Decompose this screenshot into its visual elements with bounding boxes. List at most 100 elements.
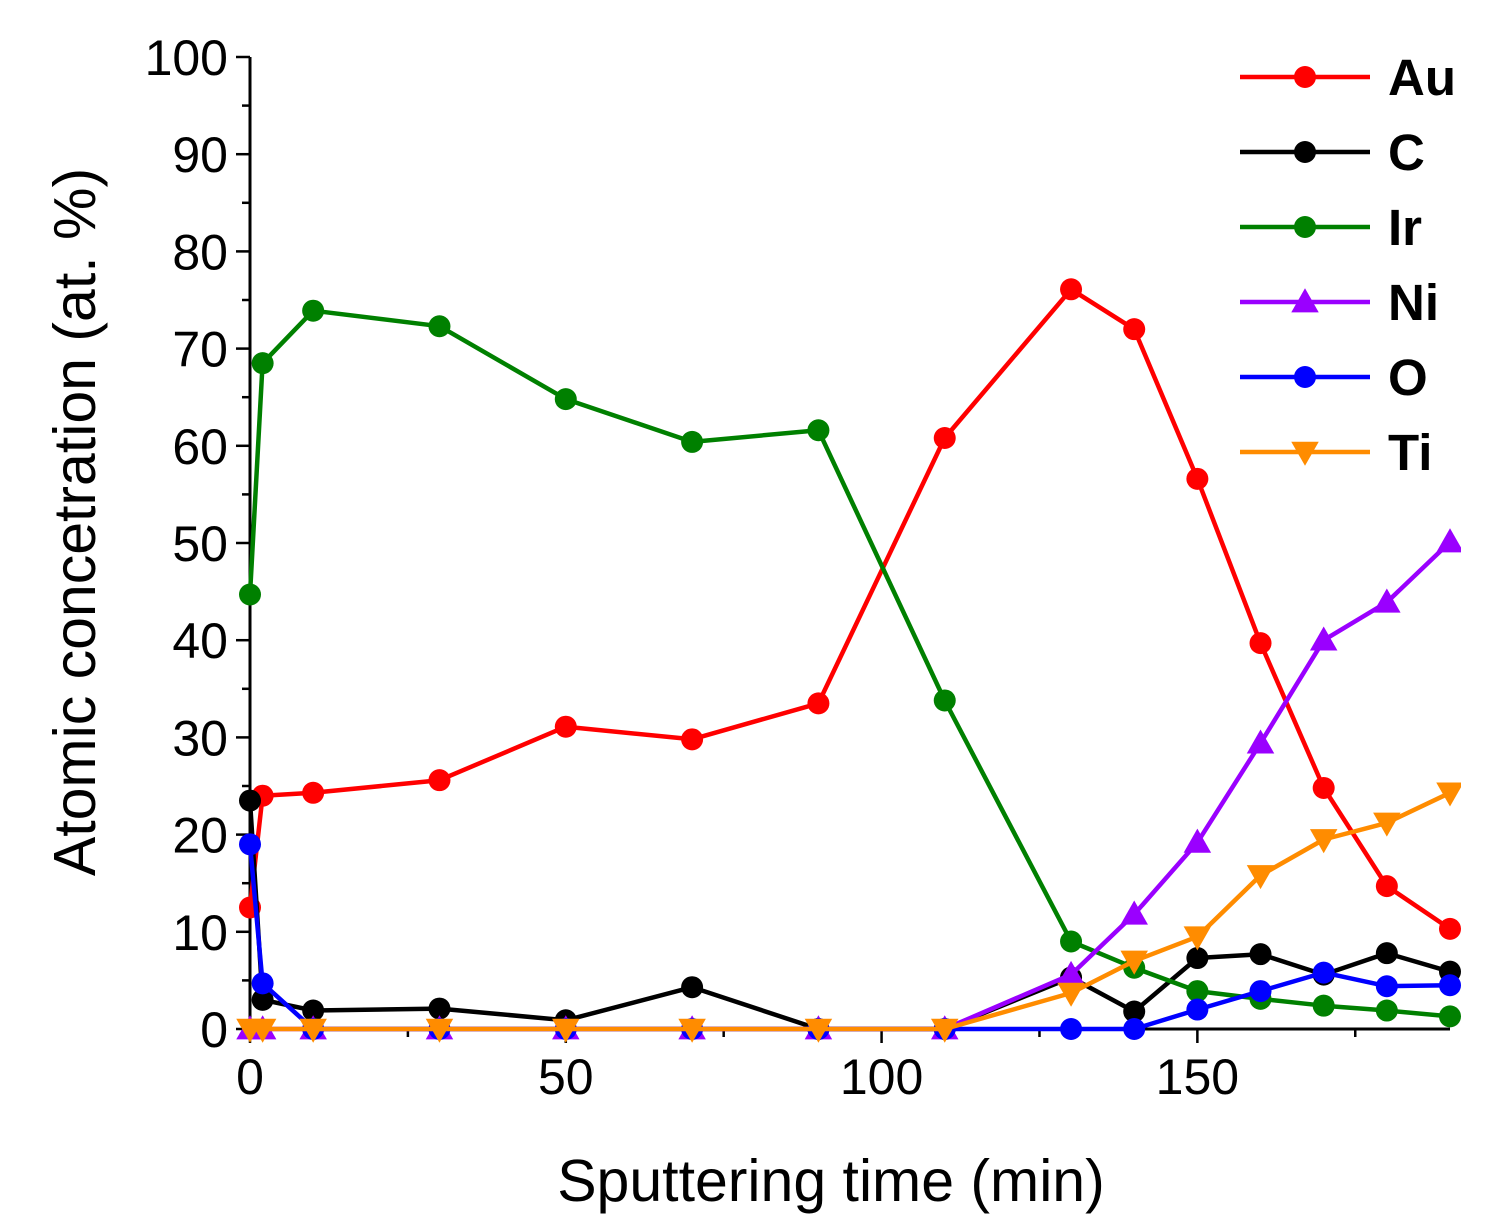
data-point-au — [1060, 278, 1083, 301]
y-tick-label: 90 — [172, 127, 228, 183]
legend-label-ir: Ir — [1388, 199, 1422, 256]
data-point-ir — [1186, 980, 1209, 1003]
y-tick-label: 20 — [172, 808, 228, 864]
data-point-c — [251, 988, 274, 1011]
data-point-ir — [1439, 1005, 1461, 1028]
data-point-ir — [554, 388, 577, 411]
data-point-ni — [1373, 588, 1401, 613]
x-axis-title: Sputtering time (min) — [557, 1148, 1105, 1214]
data-point-ni — [1183, 828, 1212, 853]
legend-item-ti: Ti — [1240, 424, 1432, 481]
data-point-o — [1123, 1018, 1146, 1040]
y-axis-title: Atomic concetration (at. %) — [42, 168, 108, 876]
data-point-ni — [1120, 900, 1148, 925]
data-point-ti — [1057, 982, 1085, 1007]
data-point-c — [681, 976, 704, 999]
data-point-c — [1186, 947, 1209, 970]
data-point-ir — [681, 430, 704, 453]
data-point-au — [302, 781, 325, 804]
data-point-au — [1123, 318, 1146, 341]
y-tick-label: 30 — [172, 710, 228, 766]
data-point-o — [1312, 961, 1335, 984]
legend-marker-ti — [1291, 441, 1319, 466]
data-point-au — [1186, 467, 1209, 490]
data-point-au — [1249, 632, 1272, 655]
series-line-au — [247, 287, 1452, 931]
legend-label-ti: Ti — [1388, 424, 1432, 481]
data-point-au — [681, 728, 704, 751]
x-tick-label: 0 — [236, 1049, 264, 1105]
legend-label-au: Au — [1388, 49, 1456, 106]
data-point-au — [1439, 917, 1461, 940]
data-point-ir — [1312, 994, 1335, 1017]
data-point-ir — [1375, 999, 1398, 1022]
data-point-au — [1312, 776, 1335, 799]
data-point-c — [428, 997, 451, 1020]
legend-label-o: O — [1388, 349, 1428, 406]
data-point-ti — [804, 1018, 833, 1043]
data-point-au — [1375, 875, 1398, 898]
data-point-ir — [251, 352, 274, 375]
x-tick-label: 50 — [538, 1049, 594, 1105]
y-tick-label: 0 — [200, 1002, 228, 1058]
data-point-ti — [1436, 782, 1461, 807]
legend-label-ni: Ni — [1388, 274, 1439, 331]
series-ti — [236, 782, 1461, 1043]
data-point-au — [807, 692, 830, 715]
data-point-o — [239, 833, 261, 856]
data-point-ni — [1246, 729, 1275, 754]
data-point-ti — [299, 1018, 327, 1043]
y-tick-label: 70 — [172, 322, 228, 378]
data-point-c — [1123, 1000, 1146, 1023]
data-point-o — [1439, 974, 1461, 997]
data-point-c — [239, 789, 261, 812]
data-point-ir — [428, 315, 451, 338]
data-point-ti — [678, 1018, 706, 1043]
data-point-ti — [1246, 865, 1275, 890]
series-ir — [239, 299, 1461, 1028]
data-point-c — [1375, 942, 1398, 965]
data-point-au — [428, 769, 451, 792]
data-point-ni — [1057, 960, 1085, 985]
legend-marker-ir — [1294, 216, 1316, 238]
data-point-ti — [248, 1018, 277, 1043]
data-point-ti — [552, 1018, 580, 1043]
y-tick-label: 100 — [145, 30, 228, 86]
x-tick-label: 100 — [840, 1049, 923, 1105]
series-layer — [236, 278, 1461, 1043]
legend-item-o: O — [1240, 349, 1428, 406]
data-point-ir — [239, 583, 261, 606]
series-au — [239, 278, 1461, 940]
x-tick-label: 150 — [1156, 1049, 1239, 1105]
data-point-ti — [930, 1018, 959, 1043]
data-point-ir — [302, 299, 325, 322]
data-point-ti — [1309, 829, 1338, 854]
legend-label-c: C — [1388, 124, 1425, 181]
axes: 0 10 20 30 40 50 60 70 80 90 100 0 50 100 150 — [145, 30, 1450, 1105]
legend-marker-o — [1294, 366, 1316, 388]
data-point-c — [1249, 943, 1272, 966]
legend-item-ni: Ni — [1240, 274, 1439, 331]
data-point-o — [1060, 1018, 1083, 1040]
y-tick-label: 50 — [172, 516, 228, 572]
data-point-o — [1186, 998, 1209, 1021]
y-tick-label: 60 — [172, 419, 228, 475]
data-point-ir — [807, 419, 830, 442]
data-point-ti — [425, 1018, 454, 1043]
y-tick-label: 80 — [172, 224, 228, 280]
data-point-c — [302, 999, 325, 1022]
legend-marker-au — [1294, 66, 1316, 88]
data-point-ir — [933, 689, 956, 712]
legend-marker-c — [1294, 141, 1316, 163]
data-point-au — [554, 715, 577, 738]
data-point-ti — [1183, 926, 1212, 951]
data-point-ni — [1309, 626, 1338, 651]
data-point-ni — [1436, 528, 1461, 553]
data-point-au — [933, 427, 956, 450]
legend-item-ir: Ir — [1240, 199, 1422, 256]
legend: Au C Ir Ni O Ti — [1240, 49, 1456, 481]
legend-marker-ni — [1291, 288, 1319, 313]
y-tick-label: 40 — [172, 613, 228, 669]
data-point-ti — [1373, 812, 1401, 837]
